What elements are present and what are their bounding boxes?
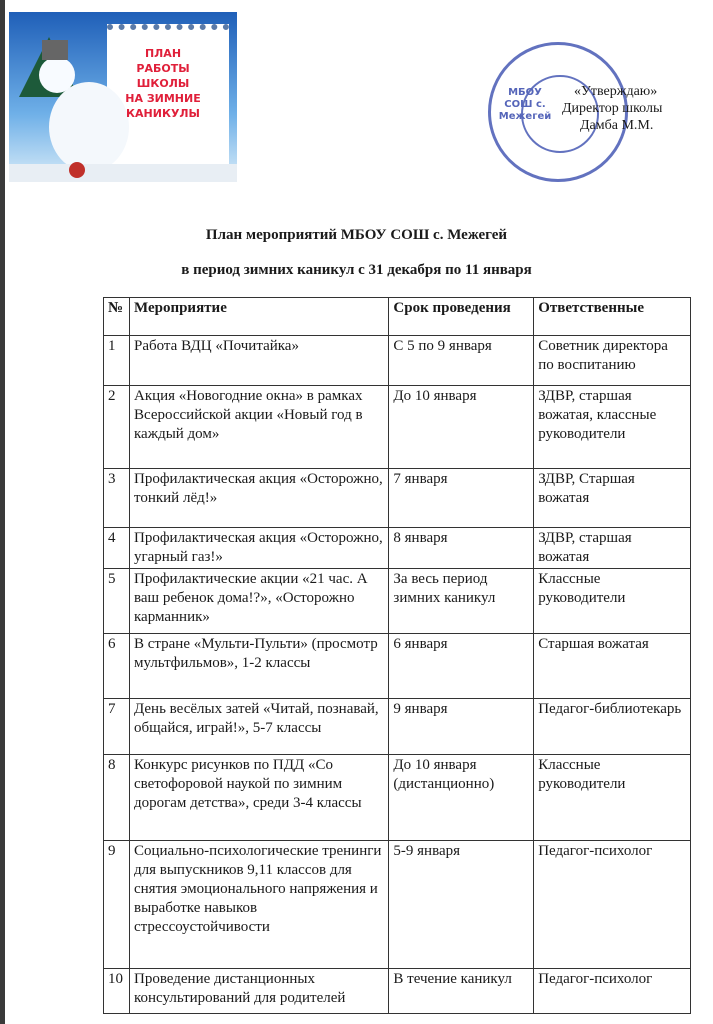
cell-date: 7 января [388,468,535,528]
cell-responsible: Педагог-психолог [533,840,691,969]
banner-line: работы [136,62,190,75]
header-date: Срок проведения [388,297,535,336]
snowman-body [49,82,129,172]
winter-banner-image [9,12,237,182]
table-row: 5 Профилактические акции «21 час. А ваш р… [103,568,691,634]
events-table: № Мероприятие Срок проведения Ответствен… [103,297,691,1014]
table-row: 7 День весёлых затей «Читай, познавай, об… [103,698,691,755]
banner-line: на зимние [125,92,201,105]
banner-text: План работы школы на зимние каникулы [118,46,208,121]
table-row: 9 Социально-психологические тренинги для … [103,840,691,969]
cell-number: 1 [103,335,130,386]
cell-event: Проведение дистанционных консультировани… [128,968,390,1014]
document-title: План мероприятий МБОУ СОШ с. Межегей [205,227,508,243]
cell-date: 5-9 января [388,840,535,969]
cell-date: 8 января [388,527,535,569]
cell-date: С 5 по 9 января [388,335,535,386]
cell-date: До 10 января [388,385,535,469]
approval-line: «Утверждаю» [574,84,658,99]
cell-date: 6 января [388,633,535,699]
cell-date: До 10 января (дистанционно) [388,754,535,841]
scan-edge [0,0,5,1024]
banner-line: План [144,47,182,60]
approval-line: Директор школы [562,101,663,116]
header-responsible: Ответственные [533,297,691,336]
cell-number: 2 [103,385,130,469]
cell-number: 3 [103,468,130,528]
cell-number: 8 [103,754,130,841]
cell-number: 4 [103,527,130,569]
cell-responsible: Классные руководители [533,754,691,841]
snowman-hat [42,40,68,60]
cell-event: День весёлых затей «Читай, познавай, общ… [128,698,390,755]
cell-event: Социально-психологические тренинги для в… [128,840,390,969]
cell-event: Работа ВДЦ «Почитайка» [128,335,390,386]
snow-ground [9,164,237,182]
cell-responsible: ЗДВР, старшая вожатая, классные руководи… [533,385,691,469]
cell-number: 10 [103,968,130,1014]
stamp-inner-ring [521,75,599,153]
table-row: 2 Акция «Новогодние окна» в рамках Всерос… [103,385,691,469]
cell-number: 6 [103,633,130,699]
cell-date: В течение каникул [388,968,535,1014]
cell-responsible: ЗДВР, Старшая вожатая [533,468,691,528]
cell-responsible: Педагог-библиотекарь [533,698,691,755]
cell-responsible: Старшая вожатая [533,633,691,699]
cell-event: Профилактическая акция «Осторожно, тонки… [128,468,390,528]
cell-responsible: Классные руководители [533,568,691,634]
banner-card [107,24,229,170]
cell-responsible: Педагог-психолог [533,968,691,1014]
table-row: 1 Работа ВДЦ «Почитайка» С 5 по 9 января Со… [103,335,691,386]
banner-line: школы [136,77,190,90]
cell-responsible: Советник директора по воспитанию [533,335,691,386]
stamp-center-text: МБОУ СОШ с. Межегей [498,87,552,122]
table-row: 10 Проведение дистанционных консультирова… [103,968,691,1014]
header-number: № [103,297,130,336]
table-row: 3 Профилактическая акция «Осторожно, тонк… [103,468,691,528]
cell-event: Профилактическая акция «Осторожно, угарн… [128,527,390,569]
cell-responsible: ЗДВР, старшая вожатая [533,527,691,569]
table-row: 4 Профилактическая акция «Осторожно, угар… [103,527,691,569]
cell-number: 9 [103,840,130,969]
official-stamp: МБОУ СОШ с. Межегей [488,42,628,182]
table-row: 8 Конкурс рисунков по ПДД «Со светофорово… [103,754,691,841]
cell-event: Акция «Новогодние окна» в рамках Всеросс… [128,385,390,469]
approval-block: «Утверждаю» Директор школы Дамба М.М. [562,83,662,134]
cell-event: Конкурс рисунков по ПДД «Со светофоровой… [128,754,390,841]
header-event: Мероприятие [128,297,390,336]
table-header-row: № Мероприятие Срок проведения Ответствен… [103,297,691,336]
document-subtitle: в период зимних каникул с 31 декабря по … [181,262,532,278]
cell-event: Профилактические акции «21 час. А ваш ре… [128,568,390,634]
cell-number: 5 [103,568,130,634]
ornament-ball [69,162,85,178]
cell-date: 9 января [388,698,535,755]
banner-line: каникулы [126,107,200,120]
approval-line: Дамба М.М. [580,118,654,133]
snowman-head [39,57,75,93]
cell-number: 7 [103,698,130,755]
cell-event: В стране «Мульти-Пульти» (просмотр мульт… [128,633,390,699]
cell-date: За весь период зимних каникул [388,568,535,634]
